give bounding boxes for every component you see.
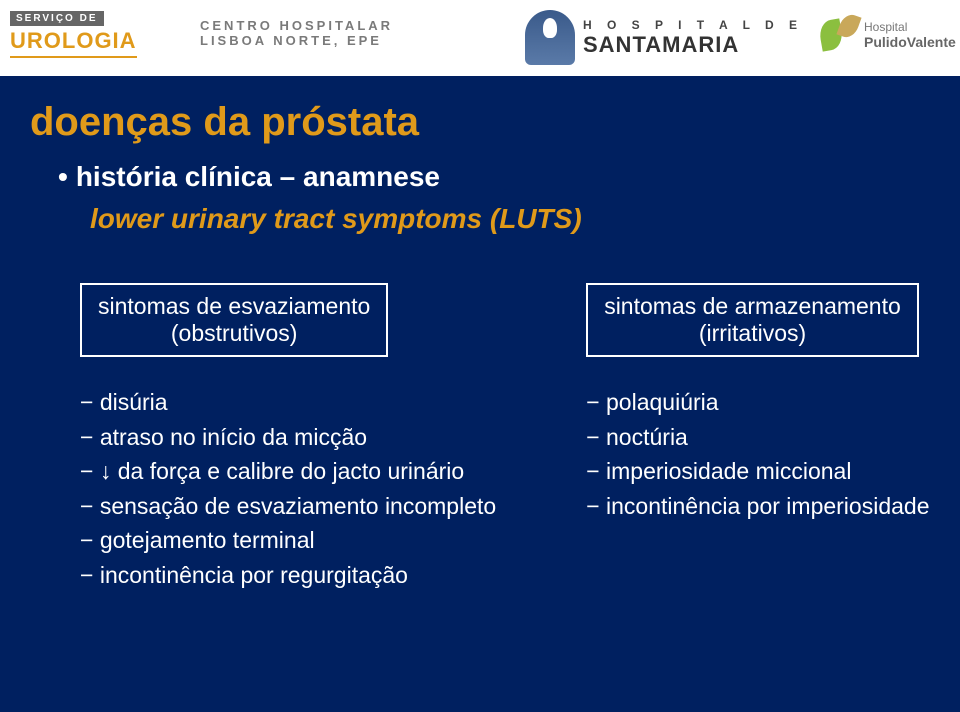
- content-area: doenças da próstata • história clínica – …: [30, 100, 930, 592]
- subtitle-text: história clínica – anamnese: [76, 161, 440, 192]
- logo-santamaria-line2: SANTAMARIA: [583, 32, 803, 58]
- logo-urologia-line1: SERVIÇO DE: [10, 11, 104, 26]
- list-item: noctúria: [586, 420, 929, 455]
- list-item: disúria: [80, 385, 496, 420]
- list-item: atraso no início da micção: [80, 420, 496, 455]
- logo-urologia: SERVIÇO DE UROLOGIA: [10, 8, 137, 58]
- right-column: sintomas de armazenamento (irritativos) …: [586, 283, 929, 592]
- logo-santamaria-text: H O S P I T A L D E SANTAMARIA: [583, 18, 803, 58]
- list-item: polaquiúria: [586, 385, 929, 420]
- left-list: disúria atraso no início da micção ↓ da …: [80, 385, 496, 592]
- list-item: sensação de esvaziamento incompleto: [80, 489, 496, 524]
- logo-santamaria: H O S P I T A L D E SANTAMARIA: [525, 10, 803, 65]
- list-item: incontinência por regurgitação: [80, 558, 496, 593]
- right-box-line1: sintomas de armazenamento: [604, 293, 901, 320]
- list-item: imperiosidade miccional: [586, 454, 929, 489]
- logo-urologia-line2: UROLOGIA: [10, 28, 137, 58]
- list-item: gotejamento terminal: [80, 523, 496, 558]
- slide: SERVIÇO DE UROLOGIA CENTRO HOSPITALAR LI…: [0, 0, 960, 712]
- bullet-icon: •: [58, 161, 68, 192]
- columns: sintomas de esvaziamento (obstrutivos) d…: [80, 283, 930, 592]
- logo-santamaria-line1: H O S P I T A L D E: [583, 18, 803, 32]
- logo-pulido-line1: Hospital: [864, 20, 956, 34]
- left-box-line1: sintomas de esvaziamento: [98, 293, 370, 320]
- left-column: sintomas de esvaziamento (obstrutivos) d…: [80, 283, 496, 592]
- list-item: incontinência por imperiosidade: [586, 489, 929, 524]
- logo-chln-line2: LISBOA NORTE, EPE: [200, 33, 393, 48]
- left-box-line2: (obstrutivos): [98, 320, 370, 347]
- right-box-line2: (irritativos): [604, 320, 901, 347]
- logo-pulido-text: Hospital PulidoValente: [864, 20, 956, 50]
- pulido-leaf-icon: [820, 14, 858, 56]
- logo-pulido-line2: PulidoValente: [864, 34, 956, 50]
- logo-chln-line1: CENTRO HOSPITALAR: [200, 18, 393, 33]
- header-band: SERVIÇO DE UROLOGIA CENTRO HOSPITALAR LI…: [0, 0, 960, 78]
- right-list: polaquiúria noctúria imperiosidade micci…: [586, 385, 929, 523]
- slide-title: doenças da próstata: [30, 100, 930, 145]
- logo-pulido: Hospital PulidoValente: [820, 14, 956, 56]
- left-box: sintomas de esvaziamento (obstrutivos): [80, 283, 388, 357]
- logo-chln: CENTRO HOSPITALAR LISBOA NORTE, EPE: [200, 18, 393, 48]
- subtitle-row: • história clínica – anamnese: [58, 161, 930, 193]
- right-box: sintomas de armazenamento (irritativos): [586, 283, 919, 357]
- list-item: ↓ da força e calibre do jacto urinário: [80, 454, 496, 489]
- santamaria-icon: [525, 10, 575, 65]
- luts-line: lower urinary tract symptoms (LUTS): [90, 203, 930, 235]
